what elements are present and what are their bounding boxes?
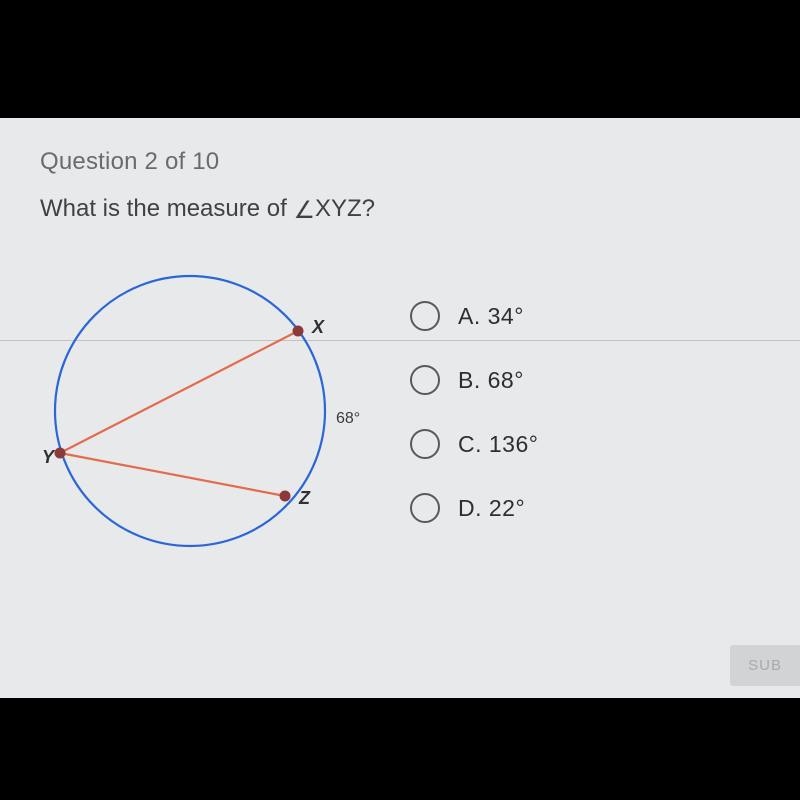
- option-a[interactable]: A. 34°: [410, 301, 538, 331]
- svg-text:68°: 68°: [336, 410, 360, 427]
- option-label-b: B. 68°: [458, 367, 524, 394]
- question-text: What is the measure of ∠XYZ?: [40, 194, 760, 223]
- question-text-prefix: What is the measure of: [40, 195, 293, 222]
- svg-text:X: X: [311, 317, 325, 337]
- question-body: X Y Z 68° A. 34° B. 68° C. 136° D. 22°: [40, 251, 760, 571]
- option-label-a: A. 34°: [458, 303, 524, 330]
- circle-diagram-svg: X Y Z 68°: [40, 251, 370, 571]
- question-counter: Question 2 of 10: [40, 148, 760, 176]
- answer-options: A. 34° B. 68° C. 136° D. 22°: [410, 301, 538, 523]
- option-d[interactable]: D. 22°: [410, 493, 538, 523]
- radio-d[interactable]: [410, 493, 440, 523]
- photo-bottom-black-band: [0, 698, 800, 800]
- photo-top-black-band: [0, 0, 800, 118]
- radio-c[interactable]: [410, 429, 440, 459]
- option-label-d: D. 22°: [458, 495, 525, 522]
- radio-a[interactable]: [410, 301, 440, 331]
- submit-button[interactable]: SUB: [730, 645, 800, 686]
- option-c[interactable]: C. 136°: [410, 429, 538, 459]
- angle-symbol: ∠: [293, 196, 315, 225]
- question-text-suffix: XYZ?: [315, 195, 375, 222]
- option-label-c: C. 136°: [458, 431, 538, 458]
- radio-b[interactable]: [410, 365, 440, 395]
- svg-text:Y: Y: [42, 447, 56, 467]
- quiz-panel: Question 2 of 10 What is the measure of …: [0, 118, 800, 698]
- svg-text:Z: Z: [298, 488, 311, 508]
- option-b[interactable]: B. 68°: [410, 365, 538, 395]
- geometry-diagram: X Y Z 68°: [40, 251, 370, 571]
